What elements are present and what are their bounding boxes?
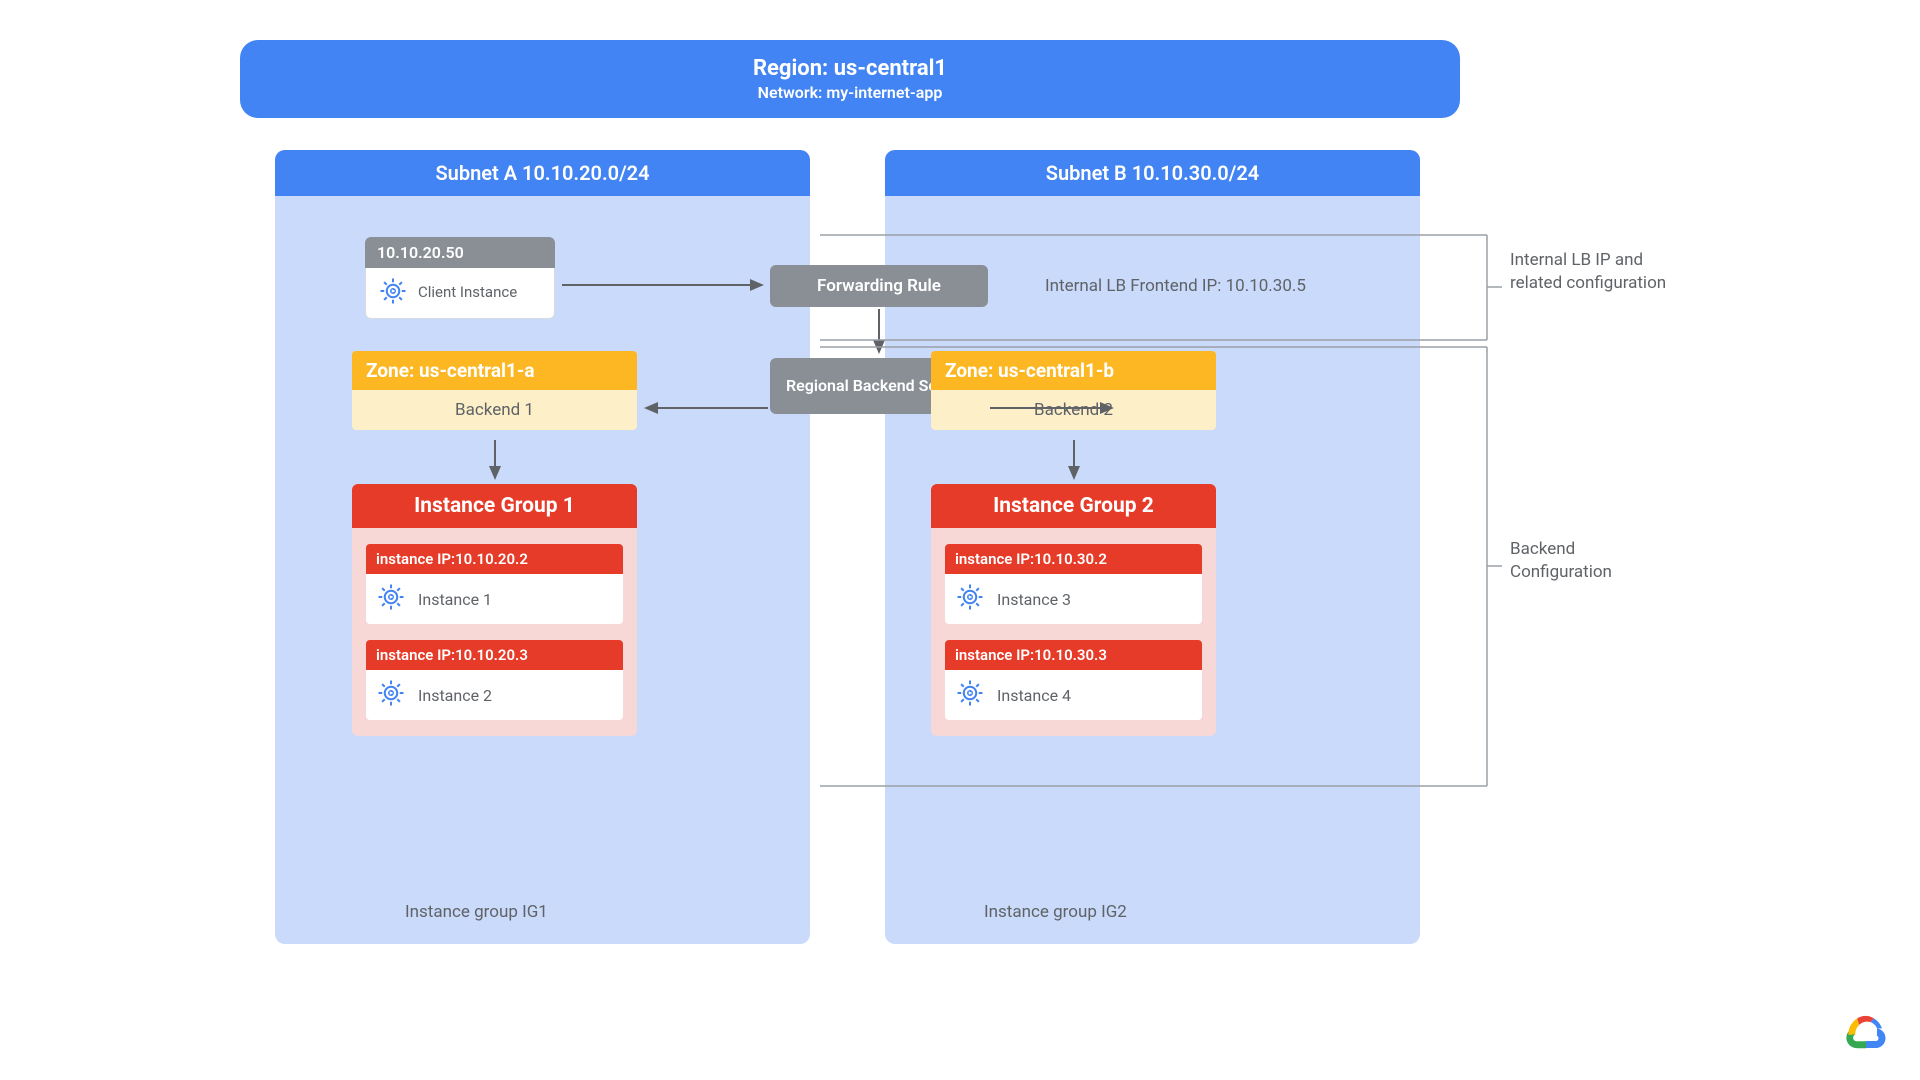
forwarding-rule-label: Forwarding Rule (817, 276, 941, 296)
instance-3-label: Instance 3 (997, 590, 1071, 609)
instance-4-block: instance IP:10.10.30.3 Instance 4 (945, 640, 1202, 720)
instance-2-label: Instance 2 (418, 686, 492, 705)
region-header: Region: us-central1 Network: my-internet… (240, 40, 1460, 118)
client-instance-label: Client Instance (418, 284, 517, 301)
compute-icon (376, 582, 406, 616)
zone-b-card: Zone: us-central1-b Backend 2 (931, 351, 1216, 430)
client-ip-label: 10.10.20.50 (365, 237, 555, 268)
instance-3-ip: instance IP:10.10.30.2 (945, 544, 1202, 574)
instance-4-label: Instance 4 (997, 686, 1071, 705)
annotation-lb-ip: Internal LB IP and related configuration (1510, 249, 1680, 295)
instance-group-2-card: Instance Group 2 instance IP:10.10.30.2 … (931, 484, 1216, 736)
instance-4-ip: instance IP:10.10.30.3 (945, 640, 1202, 670)
instance-group-1-title: Instance Group 1 (352, 484, 637, 528)
zone-b-title: Zone: us-central1-b (931, 351, 1216, 390)
instance-1-block: instance IP:10.10.20.2 Instance 1 (366, 544, 623, 624)
annotation-backend-config: Backend Configuration (1510, 538, 1680, 584)
instance-2-block: instance IP:10.10.20.3 Instance 2 (366, 640, 623, 720)
zone-a-backend: Backend 1 (352, 390, 637, 430)
region-subtitle: Network: my-internet-app (240, 83, 1460, 102)
region-title: Region: us-central1 (240, 56, 1460, 81)
compute-icon (955, 582, 985, 616)
compute-icon (378, 276, 408, 310)
zone-a-title: Zone: us-central1-a (352, 351, 637, 390)
lb-frontend-ip-text: Internal LB Frontend IP: 10.10.30.5 (1045, 276, 1306, 296)
instance-group-2-title: Instance Group 2 (931, 484, 1216, 528)
instance-group-1-card: Instance Group 1 instance IP:10.10.20.2 … (352, 484, 637, 736)
zone-b-backend: Backend 2 (931, 390, 1216, 430)
instance-3-block: instance IP:10.10.30.2 Instance 3 (945, 544, 1202, 624)
zone-a-card: Zone: us-central1-a Backend 1 (352, 351, 637, 430)
subnet-a-title: Subnet A 10.10.20.0/24 (275, 150, 810, 196)
instance-2-ip: instance IP:10.10.20.3 (366, 640, 623, 670)
instance-1-label: Instance 1 (418, 590, 492, 609)
compute-icon (955, 678, 985, 712)
ig1-caption: Instance group IG1 (405, 902, 548, 922)
compute-icon (376, 678, 406, 712)
google-cloud-logo-icon (1842, 1014, 1890, 1054)
instance-1-ip: instance IP:10.10.20.2 (366, 544, 623, 574)
ig2-caption: Instance group IG2 (984, 902, 1127, 922)
subnet-b-title: Subnet B 10.10.30.0/24 (885, 150, 1420, 196)
client-instance-card: 10.10.20.50 Client Instance (365, 237, 555, 319)
forwarding-rule-box: Forwarding Rule (770, 265, 988, 307)
